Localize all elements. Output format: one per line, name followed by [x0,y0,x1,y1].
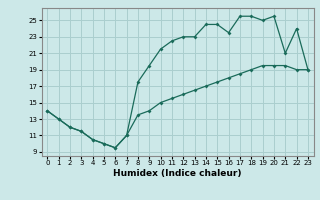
X-axis label: Humidex (Indice chaleur): Humidex (Indice chaleur) [113,169,242,178]
